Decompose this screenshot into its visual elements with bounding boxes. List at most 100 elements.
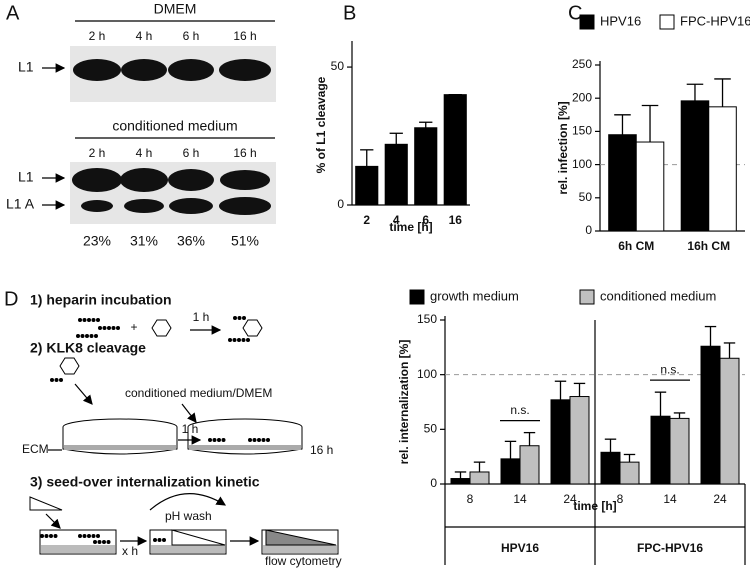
dot [49,534,53,538]
x-tick-label: 6 [422,213,429,227]
error-bar [604,438,617,453]
bar [680,100,710,232]
bands [73,59,271,81]
y-tick-label: 0 [337,197,344,211]
dot [111,326,116,330]
group-label: FPC-HPV16 [637,541,703,555]
bar [384,143,408,206]
dot [96,534,100,538]
x-tick-label: 24 [563,492,577,506]
arrow [181,403,197,423]
bar [700,345,721,485]
x-tick-label: 4 [393,213,400,227]
dot [78,318,82,322]
lane-label: 4 h [136,29,153,43]
hexagon [59,357,80,375]
panel-letter: A [6,2,20,24]
dot [107,326,111,330]
error-bar [360,149,374,167]
panel-letter: B [343,2,356,24]
bar [569,396,590,485]
error-bar [504,440,517,459]
hexagon [242,319,263,337]
dot [82,534,87,538]
dot [252,438,257,442]
error-bar [419,121,433,128]
error-bar [686,83,704,101]
diagram: D 1) heparin incubation + 1 h 2) KLK8 cl… [4,288,342,568]
y-tick-label: 0 [585,223,592,237]
plus: + [130,320,137,334]
cleavage-label: 23% [83,233,111,249]
dot [94,334,98,338]
dot [153,538,157,542]
dot [93,540,97,544]
error-bar [523,431,536,446]
step-title: 2) KLK8 cleavage [30,340,146,356]
dot [44,534,49,538]
y-tick-label: 150 [417,312,437,326]
dot [80,334,85,338]
cleavage-label: 51% [231,233,259,249]
panel-letter: D [4,288,18,310]
medium-label: conditioned medium/DMEM [125,386,272,400]
x-tick-label: 24 [713,492,727,506]
time-label: 16 h [310,443,333,457]
dot [96,318,100,322]
x-tick-label: 14 [513,492,527,506]
x-tick-label: 8 [467,492,474,506]
arrow [149,493,227,511]
dot [241,338,246,342]
dot [87,318,91,322]
lane-label: 4 h [136,146,153,160]
x-tick-label: 14 [663,492,677,506]
error-bar [454,471,467,479]
cleavage-label: 36% [177,233,205,249]
y-axis-label: % of L1 cleavage [314,76,328,173]
lane-label: 6 h [183,29,200,43]
dot [266,438,270,442]
y-tick-label: 50 [424,422,438,436]
dish [62,418,303,455]
error-bar [554,380,567,400]
dot [102,326,107,330]
lane-label: 2 h [89,146,106,160]
cell [29,496,63,511]
dot [91,318,96,322]
dot [208,438,212,442]
band-label: L1 A [6,196,35,212]
bar [500,458,521,485]
bar [355,165,379,206]
dot [59,378,63,382]
dot [102,540,106,544]
lane-label: 16 h [233,146,256,160]
error-bar [389,132,403,145]
y-tick-label: 50 [331,59,345,73]
error-bar [641,104,659,143]
error-bar [673,412,686,419]
dot [89,334,94,338]
lane-label: 6 h [183,146,200,160]
bands [72,168,271,215]
dot [212,438,217,442]
dot [217,438,221,442]
dot [116,326,120,330]
x-tick-label: 2 [363,213,370,227]
dot [162,538,166,542]
bar [608,134,637,232]
blot-title: DMEM [154,1,197,17]
error-bar [473,461,486,472]
bar [669,417,690,485]
flow-label: flow cytometry [265,554,342,568]
dot [257,438,261,442]
x-axis-label: time [h] [389,220,432,234]
band-label: L1 [18,169,34,185]
lane-label: 2 h [89,29,106,43]
wash-label: pH wash [165,509,212,523]
dot [87,534,91,538]
legend-swatch [579,289,595,305]
bar [469,471,490,485]
panel-a: A DMEM 2 h 4 h 6 h 16 h L1 conditioned m… [6,1,276,249]
dot [78,534,82,538]
x-tick-label: 8 [617,492,624,506]
